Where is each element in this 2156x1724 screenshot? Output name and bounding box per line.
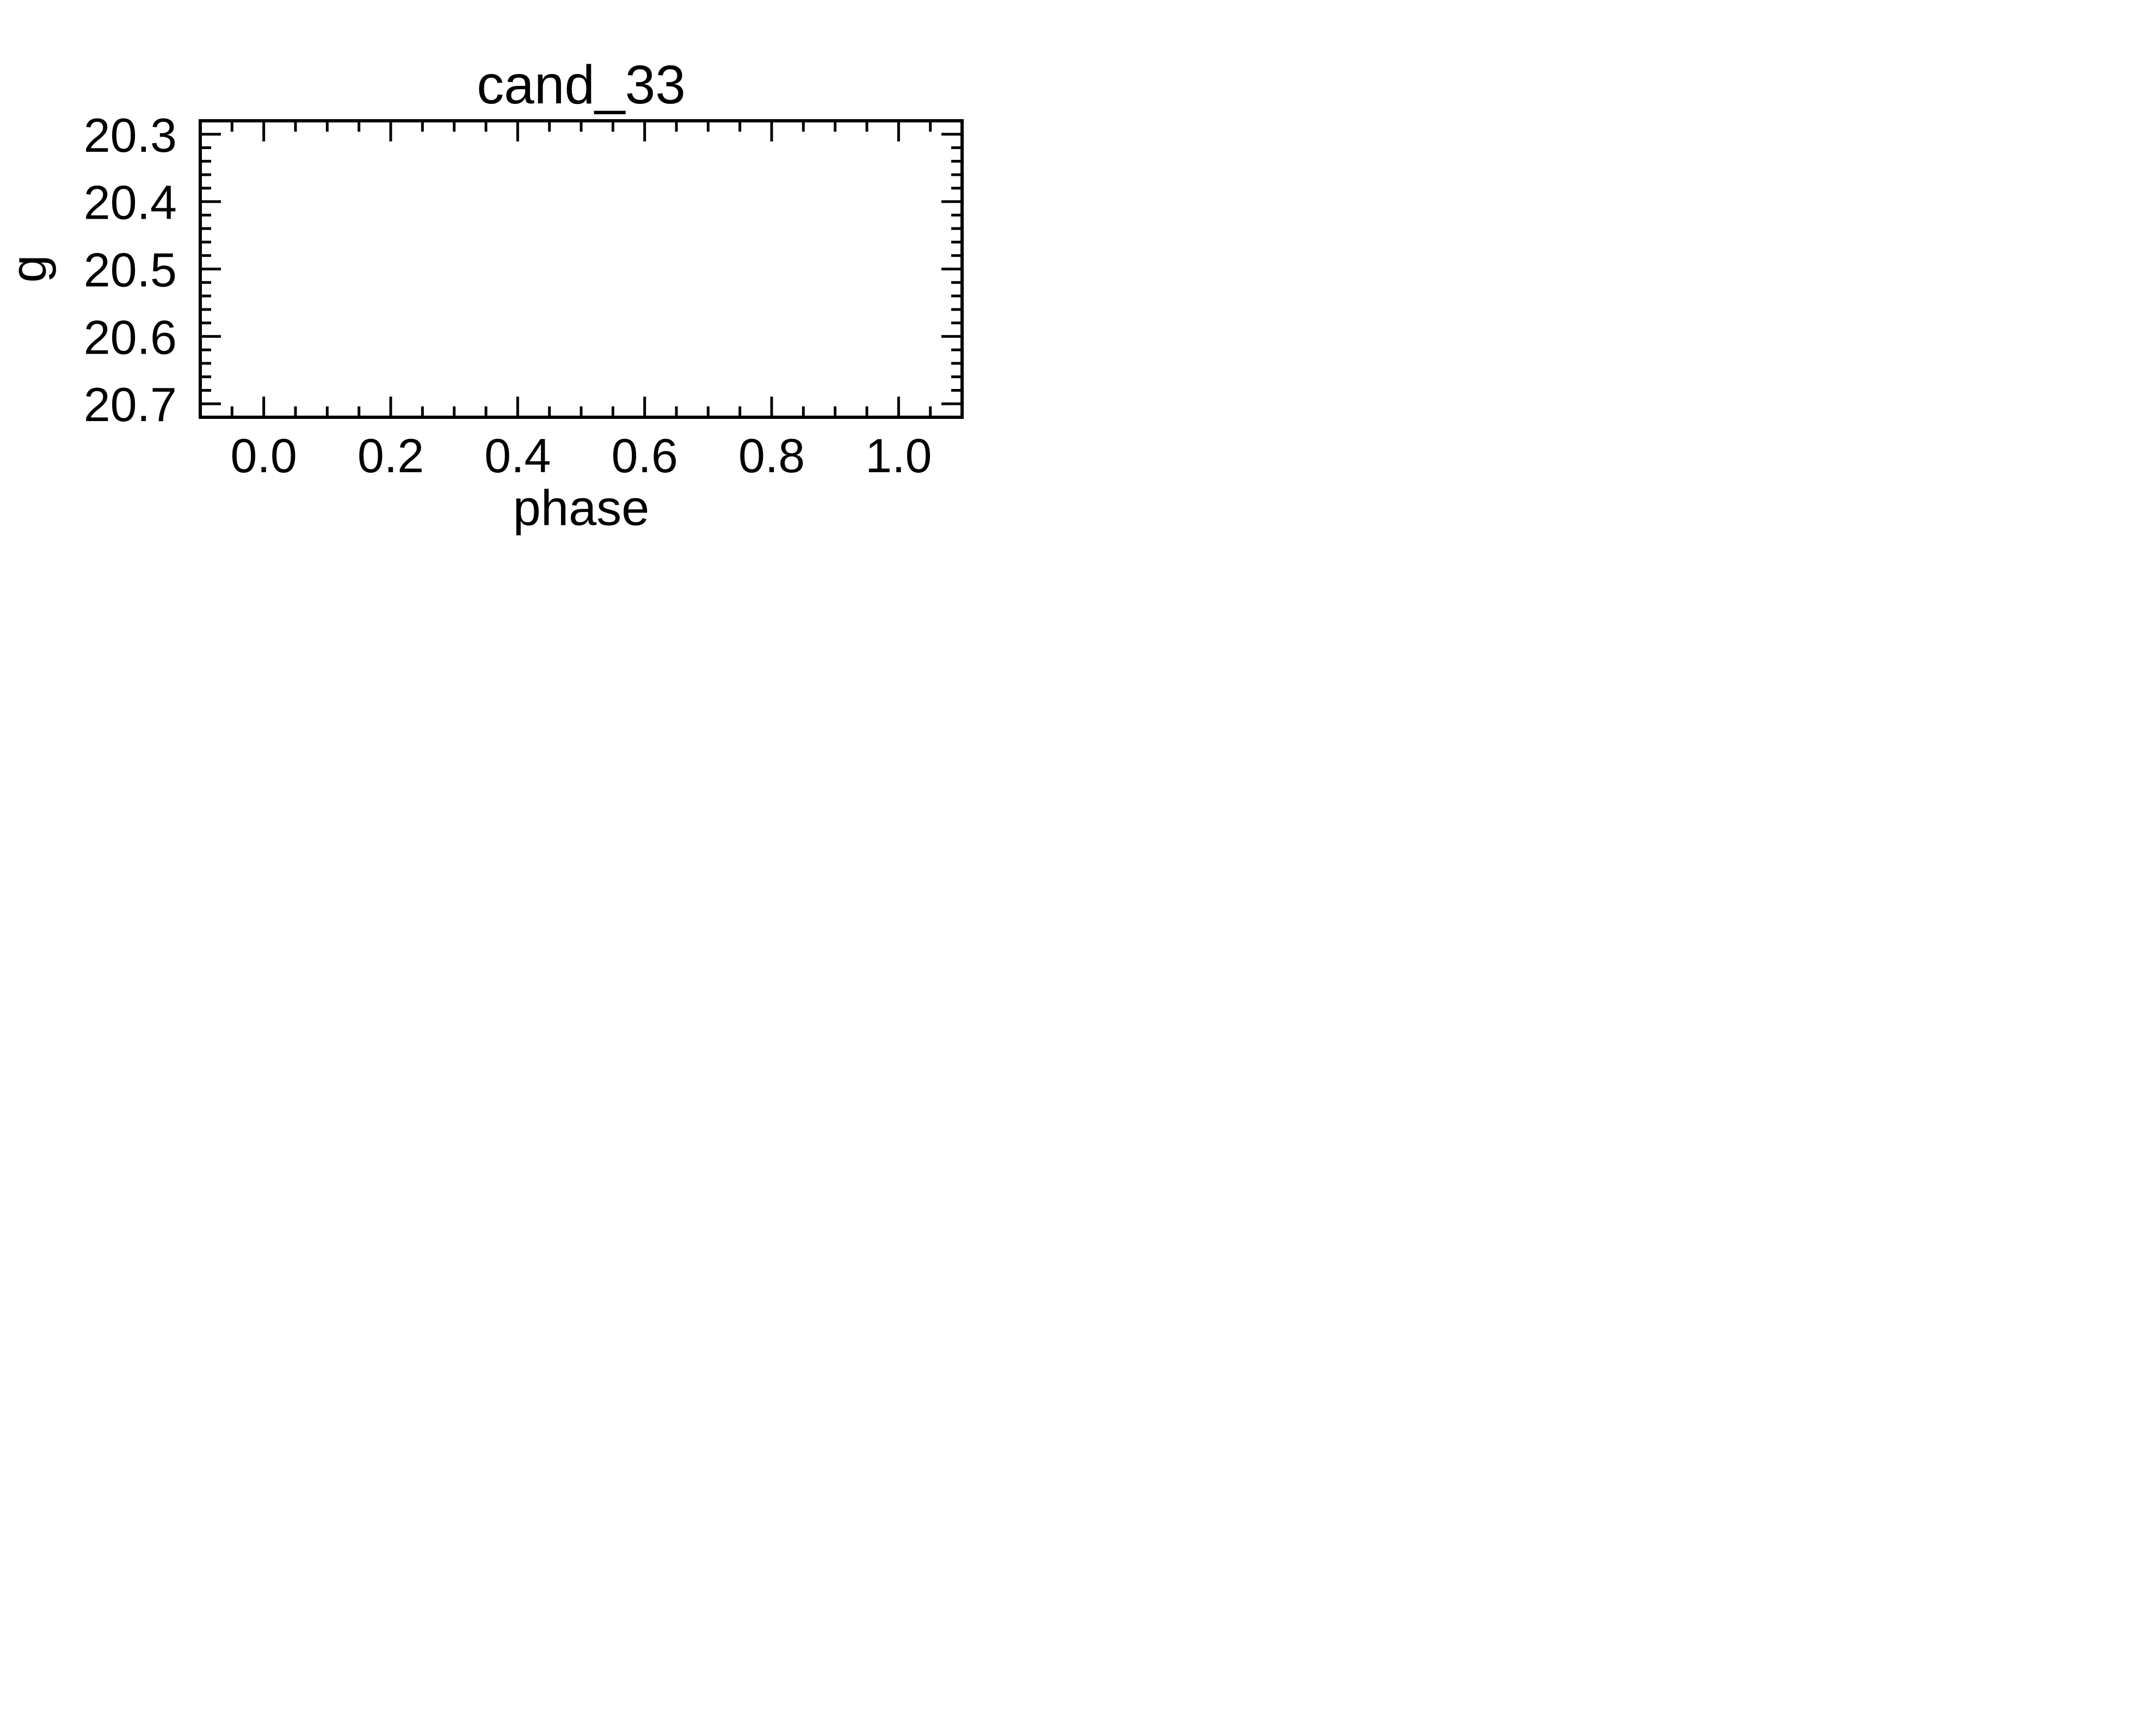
x-minor-ticks [230, 121, 932, 417]
y-tick-label: 20.3 [84, 108, 177, 162]
y-tick-label: 20.4 [84, 176, 177, 230]
x-axis-label: phase [513, 480, 650, 536]
y-tick-label: 20.5 [84, 243, 177, 297]
x-tick-label: 0.4 [484, 429, 551, 483]
x-tick-label: 0.8 [738, 429, 805, 483]
y-minor-ticks [200, 146, 962, 392]
y-axis-label: g [1, 255, 57, 282]
x-tick-label: 1.0 [865, 429, 932, 483]
y-tick-label: 20.6 [84, 310, 177, 364]
x-tick-label: 0.0 [230, 429, 297, 483]
y-tick-labels: 20.3 20.4 20.5 20.6 20.7 [84, 108, 177, 431]
chart-title: cand_33 [477, 54, 686, 115]
plot-frame [199, 119, 964, 419]
x-tick-labels: 0.0 0.2 0.4 0.6 0.8 1.0 [230, 429, 932, 483]
y-tick-label: 20.7 [84, 378, 177, 431]
x-tick-label: 0.2 [358, 429, 424, 483]
x-major-ticks [262, 121, 900, 417]
x-tick-label: 0.6 [611, 429, 677, 483]
y-major-ticks [200, 133, 962, 405]
